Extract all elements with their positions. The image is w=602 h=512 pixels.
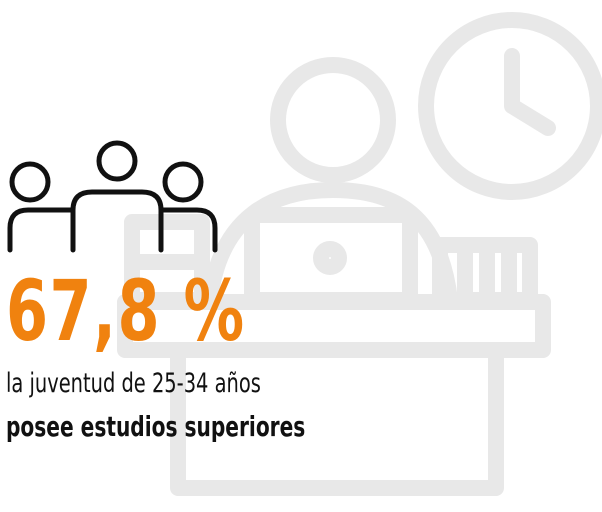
caption-line: la juventud de 25-34 años — [6, 368, 261, 399]
people-icon — [10, 143, 215, 250]
headline-stat: 67,8 % — [6, 262, 246, 360]
caption-emphasis: posee estudios superiores — [6, 410, 305, 443]
infographic: 67,8 % la juventud de 25-34 años posee e… — [0, 0, 602, 512]
